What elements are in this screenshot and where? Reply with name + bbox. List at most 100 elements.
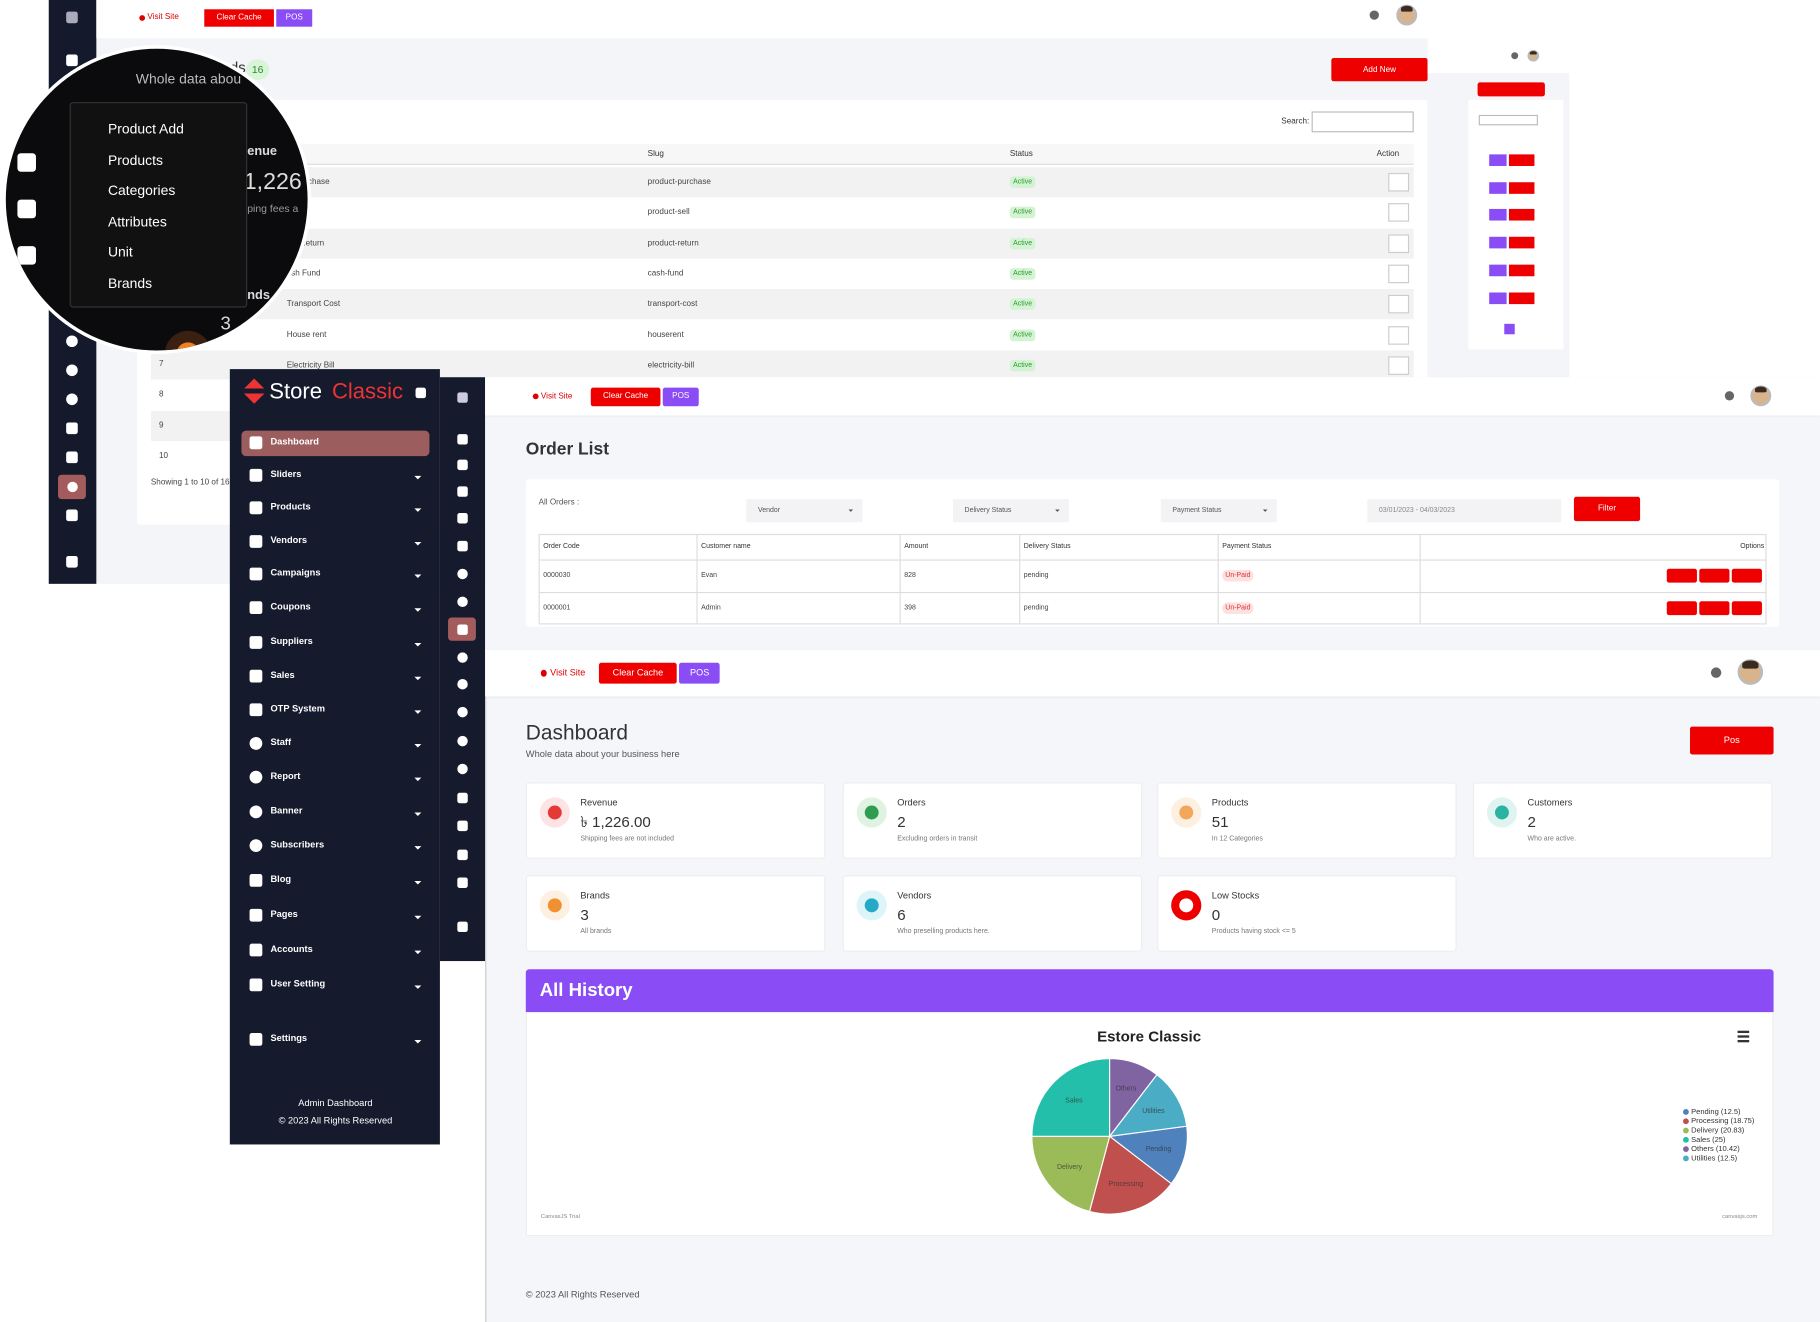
mini-edit-button[interactable] xyxy=(1489,154,1507,166)
table-cell: Admin xyxy=(701,604,721,612)
mini-edit-button[interactable] xyxy=(1489,236,1507,249)
nav-icon xyxy=(456,568,468,579)
sidebar-menu-item[interactable]: Settings xyxy=(270,1033,308,1044)
mini-create-button[interactable] xyxy=(1477,82,1545,97)
clear-cache-button[interactable]: Clear Cache xyxy=(204,9,274,27)
menu-item[interactable]: Categories xyxy=(107,182,176,199)
sidebar-menu-item[interactable]: Blog xyxy=(270,874,292,885)
row-name: Electricity Bill xyxy=(286,361,335,370)
sidebar-menu-item[interactable]: Sliders xyxy=(270,468,302,480)
mini-delete-button[interactable] xyxy=(1508,236,1535,249)
pos-button[interactable]: POS xyxy=(276,9,313,27)
mini-delete-button[interactable] xyxy=(1508,208,1535,221)
chart-menu-icon[interactable] xyxy=(1737,1035,1750,1038)
column-divider xyxy=(696,533,698,625)
submenu-caret xyxy=(414,508,422,512)
sidebar-menu-item[interactable]: Sales xyxy=(270,669,295,681)
menu-item[interactable]: Unit xyxy=(107,244,133,261)
sidebar-menu-item[interactable]: Coupons xyxy=(270,601,311,612)
sidebar-menu-item[interactable]: Banner xyxy=(270,805,303,816)
filter-select[interactable]: Payment Status xyxy=(1160,499,1277,523)
sidebar-menu-item[interactable]: Staff xyxy=(270,737,292,748)
nav-icon xyxy=(66,555,78,568)
sidebar-menu-item[interactable]: Report xyxy=(270,770,301,782)
clear-cache-button[interactable]: Clear Cache xyxy=(590,387,661,406)
add-new-button[interactable]: Add New xyxy=(1331,58,1428,82)
chart-credit: canvasjs.com xyxy=(1722,1213,1758,1221)
table-row xyxy=(150,289,1414,320)
clear-cache-button[interactable]: Clear Cache xyxy=(598,662,677,684)
stat-icon-glyph xyxy=(1179,898,1194,913)
mini-edit-button[interactable] xyxy=(1489,292,1507,305)
slice-label: Processing xyxy=(1109,1181,1144,1188)
column-divider xyxy=(1019,533,1021,625)
mini-edit-button[interactable] xyxy=(1489,208,1507,221)
submenu-caret xyxy=(414,542,422,546)
order-action-button[interactable] xyxy=(1666,601,1697,616)
date-range-input[interactable]: 03/01/2023 - 04/03/2023 xyxy=(1367,499,1562,523)
sidebar-menu-item[interactable]: Subscribers xyxy=(270,839,325,850)
row-action-button[interactable] xyxy=(1388,325,1410,345)
submenu-caret xyxy=(414,915,422,920)
sidebar-menu-item[interactable]: Pages xyxy=(270,908,298,920)
table-row xyxy=(150,197,1414,229)
pos-button[interactable]: POS xyxy=(679,662,720,684)
filter-select[interactable]: Delivery Status xyxy=(952,499,1070,523)
row-action-button[interactable] xyxy=(1388,295,1410,314)
order-action-button[interactable] xyxy=(1731,601,1762,616)
submenu-caret xyxy=(414,744,422,748)
menu-item[interactable]: Products xyxy=(107,151,163,168)
sidebar-menu-item[interactable]: Accounts xyxy=(270,943,313,955)
mini-edit-button[interactable] xyxy=(1489,264,1507,277)
filter-select[interactable]: Vendor xyxy=(746,499,863,523)
sidebar-menu-item[interactable]: Campaigns xyxy=(270,567,321,579)
visit-site-link[interactable]: Visit Site xyxy=(540,392,573,401)
sidebar-menu-item[interactable]: Products xyxy=(270,501,311,512)
nav-icon xyxy=(456,651,468,663)
sidebar-menu-item[interactable]: Vendors xyxy=(270,535,308,546)
sidebar-menu-item[interactable]: Dashboard xyxy=(270,436,319,447)
order-action-button[interactable] xyxy=(1731,568,1762,583)
pos-button[interactable]: POS xyxy=(662,387,699,406)
row-name: uct Return xyxy=(286,239,325,248)
visit-site-link[interactable]: Visit Site xyxy=(550,667,586,678)
search-input[interactable] xyxy=(1311,111,1414,133)
mini-delete-button[interactable] xyxy=(1508,182,1535,194)
mini-page-button[interactable] xyxy=(1504,323,1515,335)
filter-button[interactable]: Filter xyxy=(1573,496,1641,522)
order-action-button[interactable] xyxy=(1699,568,1730,583)
sidebar-menu-item[interactable]: User Setting xyxy=(270,978,326,989)
mini-delete-button[interactable] xyxy=(1508,264,1535,277)
column-header: Delivery Status xyxy=(1023,543,1071,551)
visit-site-link[interactable]: Visit Site xyxy=(147,13,179,22)
row-slug: transport-cost xyxy=(647,300,698,309)
menu-item[interactable]: Product Add xyxy=(107,120,184,137)
menu-item[interactable]: Brands xyxy=(107,275,153,292)
chart-menu-icon[interactable] xyxy=(1737,1030,1750,1034)
payment-status-badge: Un-Paid xyxy=(1222,569,1254,582)
menu-icon xyxy=(248,702,262,716)
mini-edit-button[interactable] xyxy=(1489,182,1507,194)
pos-button[interactable]: Pos xyxy=(1689,726,1774,755)
row-action-button[interactable] xyxy=(1388,172,1410,192)
menu-item[interactable]: Attributes xyxy=(107,213,167,230)
sidebar-menu-item[interactable]: Suppliers xyxy=(270,636,313,647)
row-action-button[interactable] xyxy=(1388,264,1410,284)
sidebar-menu-item[interactable]: OTP System xyxy=(270,703,325,714)
mini-delete-button[interactable] xyxy=(1508,292,1535,305)
mini-search-input[interactable] xyxy=(1478,114,1538,126)
order-action-button[interactable] xyxy=(1666,568,1697,583)
submenu-caret xyxy=(414,846,422,850)
mini-delete-button[interactable] xyxy=(1508,154,1535,166)
menu-toggle-icon xyxy=(66,11,78,24)
column-header: Payment Status xyxy=(1222,543,1272,551)
history-header: All History xyxy=(525,969,1774,1013)
order-action-button[interactable] xyxy=(1699,601,1730,616)
row-action-button[interactable] xyxy=(1388,203,1410,223)
row-action-button[interactable] xyxy=(1388,233,1410,253)
table-cell: 398 xyxy=(904,604,916,612)
nav-icon xyxy=(66,451,78,464)
row-action-button[interactable] xyxy=(1388,356,1410,375)
chart-menu-icon[interactable] xyxy=(1737,1039,1750,1043)
